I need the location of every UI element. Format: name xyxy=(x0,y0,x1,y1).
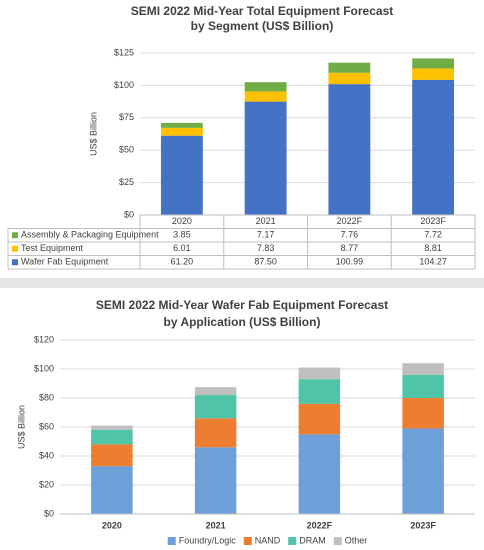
legend-swatch xyxy=(12,245,18,252)
table-value: 7.72 xyxy=(424,230,442,240)
y-axis-label: US$ Billion xyxy=(16,405,26,449)
bar-segment xyxy=(91,425,133,430)
legend-label: Wafer Fab Equipment xyxy=(21,257,109,267)
bar-segment xyxy=(298,434,341,514)
y-tick-label: $120 xyxy=(34,334,54,344)
y-tick-label: $60 xyxy=(39,421,54,431)
bar-segment xyxy=(160,135,203,215)
chart-subtitle: by Segment (US$ Billion) xyxy=(191,19,334,33)
table-value: 6.01 xyxy=(173,243,191,253)
y-tick-label: $0 xyxy=(124,209,134,219)
legend-swatch xyxy=(12,232,18,239)
y-tick-label: $25 xyxy=(119,177,134,187)
legend-label: Assembly & Packaging Equipment xyxy=(21,230,159,240)
legend-swatch xyxy=(243,537,252,545)
bar-segment xyxy=(194,395,237,419)
y-tick-label: $0 xyxy=(44,508,54,518)
bar-segment xyxy=(412,68,455,80)
table-value: 61.20 xyxy=(171,257,194,267)
table-value: 104.27 xyxy=(419,257,447,267)
x-tick-label: 2023F xyxy=(420,216,446,226)
bar-segment xyxy=(298,379,341,404)
bar-segment xyxy=(328,72,371,85)
bar-segment xyxy=(160,122,203,128)
legend-label: Foundry/Logic xyxy=(179,535,237,545)
top-panel xyxy=(0,0,484,278)
y-tick-label: $40 xyxy=(39,450,54,460)
chart-title: SEMI 2022 Mid-Year Wafer Fab Equipment F… xyxy=(96,298,388,312)
table-value: 8.81 xyxy=(424,243,442,253)
x-tick-label: 2020 xyxy=(102,520,122,530)
y-tick-label: $80 xyxy=(39,392,54,402)
bar-segment xyxy=(402,428,444,514)
bar-segment xyxy=(244,101,287,215)
chart-title: SEMI 2022 Mid-Year Total Equipment Forec… xyxy=(131,4,394,18)
bar-segment xyxy=(328,62,371,73)
x-tick-label: 2021 xyxy=(206,520,226,530)
table-value: 100.99 xyxy=(336,257,364,267)
x-tick-label: 2022F xyxy=(337,216,363,226)
bar-segment xyxy=(402,374,444,398)
bar-segment xyxy=(91,444,133,467)
table-value: 3.85 xyxy=(173,230,191,240)
table-value: 7.76 xyxy=(341,230,359,240)
y-tick-label: $100 xyxy=(114,80,134,90)
bar-segment xyxy=(194,447,237,514)
bar-segment xyxy=(402,398,444,429)
y-axis-label: US$ Billion xyxy=(88,112,98,156)
bar-segment xyxy=(402,363,444,375)
x-tick-label: 2020 xyxy=(172,216,192,226)
bar-segment xyxy=(160,127,203,136)
legend-label: DRAM xyxy=(299,535,326,545)
bar-segment xyxy=(244,82,287,92)
x-tick-label: 2021 xyxy=(256,216,276,226)
table-value: 87.50 xyxy=(254,257,277,267)
x-tick-label: 2023F xyxy=(410,520,436,530)
y-tick-label: $50 xyxy=(119,145,134,155)
bar-segment xyxy=(91,466,133,514)
bar-segment xyxy=(412,79,455,215)
bar-segment xyxy=(328,84,371,215)
y-tick-label: $125 xyxy=(114,47,134,57)
bar-segment xyxy=(91,429,133,445)
legend-swatch xyxy=(167,537,176,545)
bar-segment xyxy=(412,58,455,69)
bar-segment xyxy=(298,367,341,380)
legend-label: Other xyxy=(345,535,368,545)
legend-swatch xyxy=(288,537,297,545)
x-tick-label: 2022F xyxy=(307,520,333,530)
legend-label: NAND xyxy=(255,535,281,545)
table-value: 7.83 xyxy=(257,243,275,253)
bar-segment xyxy=(194,418,237,448)
legend-label: Test Equipment xyxy=(21,243,84,253)
y-tick-label: $100 xyxy=(34,363,54,373)
y-tick-label: $20 xyxy=(39,479,54,489)
bar-segment xyxy=(194,387,237,396)
table-value: 7.17 xyxy=(257,230,275,240)
bar-segment xyxy=(298,403,341,435)
legend-swatch xyxy=(12,259,18,266)
bar-segment xyxy=(244,91,287,102)
legend-swatch xyxy=(333,537,342,545)
table-value: 8.77 xyxy=(341,243,359,253)
chart-subtitle: by Application (US$ Billion) xyxy=(164,315,321,329)
y-tick-label: $75 xyxy=(119,112,134,122)
